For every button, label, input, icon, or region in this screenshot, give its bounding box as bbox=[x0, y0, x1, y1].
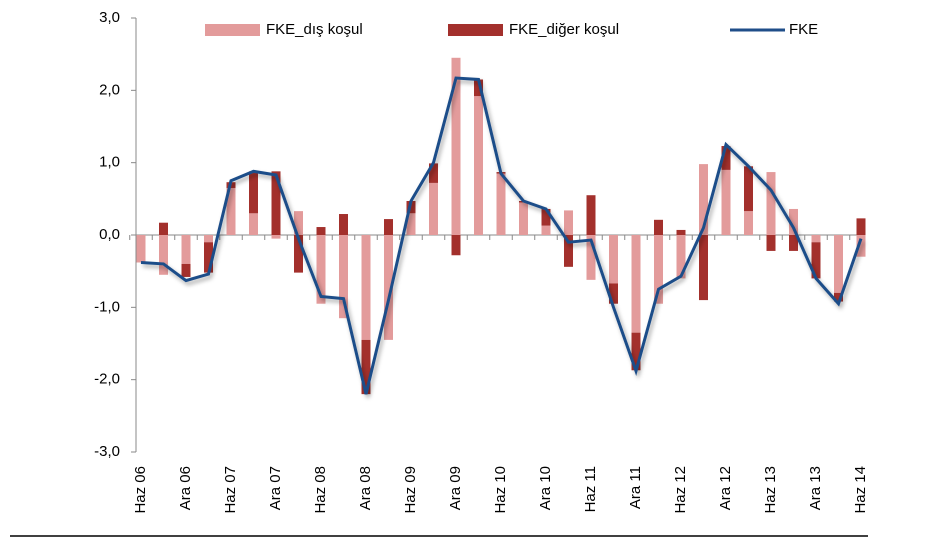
bar bbox=[699, 235, 708, 301]
bar bbox=[856, 218, 866, 235]
bar bbox=[586, 195, 596, 235]
x-tick-label: Ara 09 bbox=[447, 466, 464, 510]
bar bbox=[429, 182, 438, 235]
bar bbox=[451, 57, 461, 236]
bar bbox=[496, 173, 506, 235]
bar bbox=[384, 235, 393, 340]
x-tick-label: Ara 10 bbox=[537, 466, 554, 510]
bar bbox=[339, 214, 348, 235]
x-tick-label: Ara 13 bbox=[807, 466, 824, 510]
y-tick-label: -2,0 bbox=[94, 371, 120, 388]
y-tick-label: -3,0 bbox=[94, 443, 120, 460]
bar bbox=[541, 208, 551, 226]
y-tick-label: -1,0 bbox=[94, 298, 120, 315]
x-tick-label: Haz 13 bbox=[762, 466, 779, 514]
x-tick-label: Ara 06 bbox=[177, 466, 194, 510]
bar bbox=[249, 213, 258, 235]
bar bbox=[316, 235, 326, 304]
y-tick-label: 3,0 bbox=[99, 9, 120, 26]
bar bbox=[159, 222, 168, 235]
bar bbox=[181, 235, 191, 264]
y-tick-label: 1,0 bbox=[99, 154, 120, 171]
x-tick-label: Haz 08 bbox=[312, 466, 329, 514]
bar bbox=[766, 172, 776, 235]
bar bbox=[834, 235, 843, 293]
bar bbox=[609, 235, 618, 284]
x-tick-label: Ara 07 bbox=[267, 466, 284, 510]
bar bbox=[721, 146, 731, 170]
bar bbox=[294, 211, 303, 235]
x-tick-label: Ara 08 bbox=[357, 466, 374, 510]
bar bbox=[631, 235, 641, 333]
bar bbox=[631, 332, 641, 371]
bar bbox=[361, 339, 371, 395]
x-tick-label: Ara 11 bbox=[627, 466, 644, 509]
legend-label: FKE_diğer koşul bbox=[509, 21, 619, 38]
bar bbox=[136, 235, 146, 263]
bar bbox=[406, 213, 416, 235]
legend-label: FKE_dış koşul bbox=[266, 21, 363, 38]
bar bbox=[384, 219, 393, 235]
bar bbox=[204, 242, 213, 273]
bar bbox=[159, 235, 168, 275]
bar bbox=[744, 166, 753, 212]
bar bbox=[811, 235, 821, 243]
bar bbox=[451, 235, 461, 256]
x-tick-label: Ara 12 bbox=[717, 466, 734, 510]
x-tick-label: Haz 07 bbox=[222, 466, 239, 514]
bar bbox=[789, 235, 798, 251]
bar bbox=[609, 283, 618, 304]
legend: FKE_dış koşul FKE_diğer koşul FKE bbox=[205, 21, 818, 38]
legend-label: FKE bbox=[789, 21, 818, 38]
y-tick-label: 0,0 bbox=[99, 226, 120, 243]
x-tick-label: Haz 12 bbox=[672, 466, 689, 514]
bar bbox=[181, 263, 191, 277]
x-tick-label: Haz 14 bbox=[852, 466, 869, 514]
bar bbox=[811, 242, 821, 279]
bar bbox=[676, 229, 686, 235]
bar bbox=[676, 235, 686, 279]
bar bbox=[744, 211, 753, 235]
bar bbox=[564, 210, 573, 235]
bar bbox=[271, 235, 281, 239]
bar bbox=[789, 208, 798, 235]
bar bbox=[699, 164, 708, 235]
bar bbox=[834, 292, 843, 302]
x-tick-label: Haz 06 bbox=[132, 466, 149, 514]
bar bbox=[654, 219, 663, 235]
legend-swatch bbox=[205, 24, 260, 36]
bar bbox=[654, 235, 663, 304]
x-tick-label: Haz 09 bbox=[402, 466, 419, 514]
bar bbox=[226, 187, 236, 235]
bar bbox=[564, 235, 573, 267]
legend-swatch bbox=[448, 24, 503, 36]
bar bbox=[766, 235, 776, 251]
bar bbox=[429, 163, 438, 183]
bar bbox=[361, 235, 371, 340]
bar bbox=[316, 227, 326, 235]
line bbox=[140, 76, 863, 395]
y-tick-label: 2,0 bbox=[99, 81, 120, 98]
bar bbox=[474, 79, 483, 97]
bar bbox=[294, 235, 303, 273]
bar bbox=[519, 202, 528, 235]
bar bbox=[721, 169, 731, 235]
bar bbox=[339, 235, 348, 319]
bar bbox=[474, 96, 483, 236]
bar bbox=[204, 235, 213, 243]
bar bbox=[586, 235, 596, 280]
bar bbox=[249, 171, 258, 214]
x-tick-label: Haz 10 bbox=[492, 466, 509, 514]
bar bbox=[856, 235, 866, 257]
bar bbox=[541, 225, 551, 235]
x-tick-label: Haz 11 bbox=[582, 466, 599, 512]
bar bbox=[271, 171, 281, 235]
